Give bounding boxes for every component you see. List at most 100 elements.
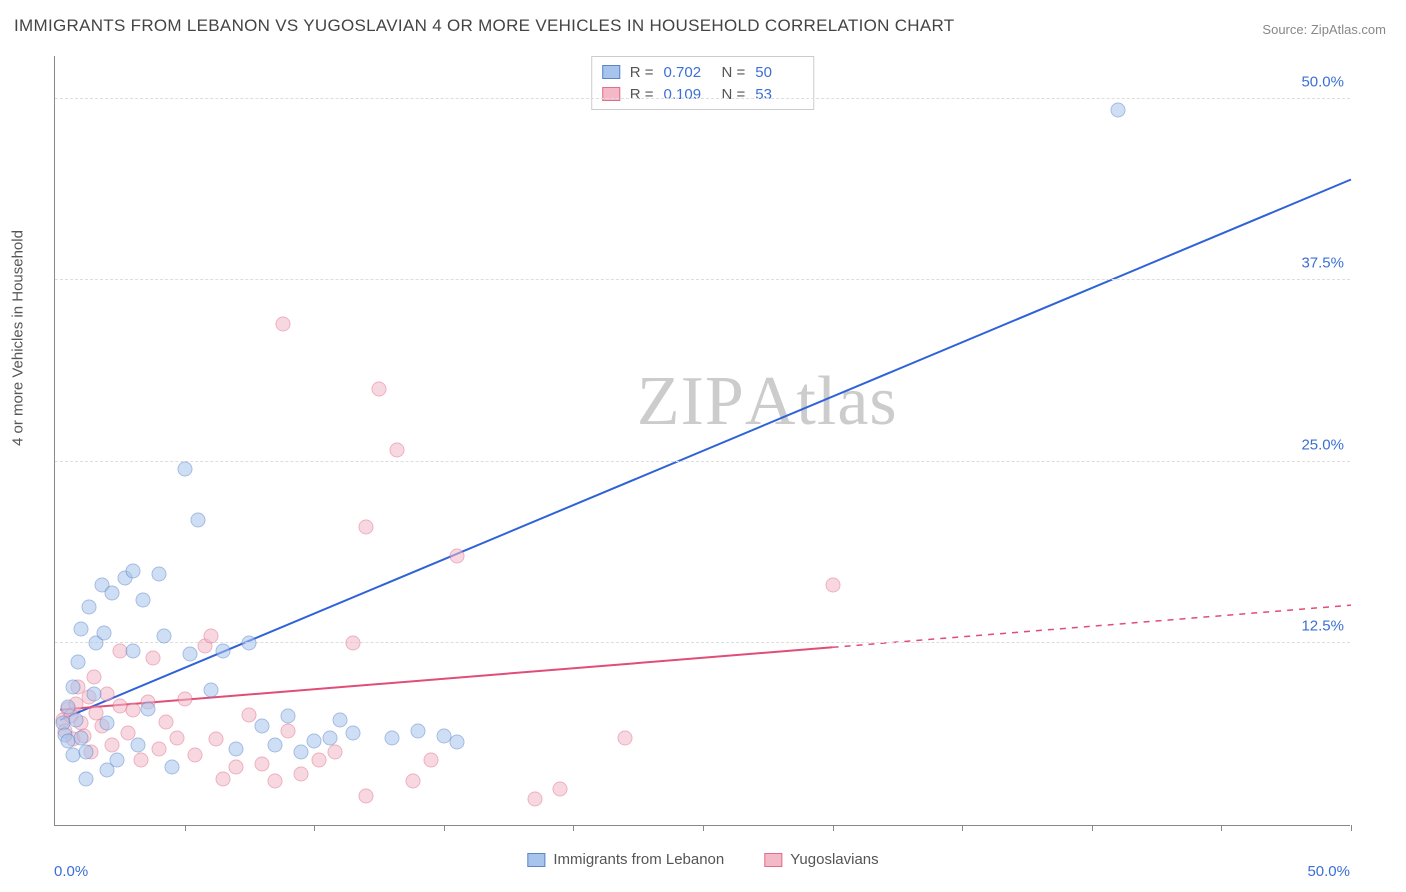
data-point (553, 781, 568, 796)
y-axis-title: 4 or more Vehicles in Household (10, 230, 27, 446)
data-point (86, 687, 101, 702)
data-point (372, 382, 387, 397)
x-tick (962, 825, 963, 831)
data-point (359, 520, 374, 535)
x-tick (185, 825, 186, 831)
data-point (130, 738, 145, 753)
series-legend: Immigrants from Lebanon Yugoslavians (527, 851, 878, 868)
n-label: N = (722, 64, 746, 81)
data-point (99, 762, 114, 777)
gridline (55, 461, 1350, 462)
data-point (79, 745, 94, 760)
data-point (203, 682, 218, 697)
data-point (68, 713, 83, 728)
trend-line (60, 647, 832, 709)
data-point (190, 512, 205, 527)
data-point (527, 791, 542, 806)
data-point (825, 578, 840, 593)
data-point (136, 592, 151, 607)
data-point (99, 716, 114, 731)
x-tick (1092, 825, 1093, 831)
data-point (359, 788, 374, 803)
source-link[interactable]: ZipAtlas.com (1311, 22, 1386, 37)
x-axis-min-label: 0.0% (54, 863, 88, 880)
data-point (405, 774, 420, 789)
data-point (73, 621, 88, 636)
data-point (276, 316, 291, 331)
data-point (242, 707, 257, 722)
data-point (156, 629, 171, 644)
y-tick-label: 25.0% (1301, 436, 1344, 453)
data-point (151, 566, 166, 581)
swatch-lebanon (527, 853, 545, 867)
legend-label-yugoslavian: Yugoslavians (790, 851, 878, 868)
data-point (182, 646, 197, 661)
legend-item-yugoslavian: Yugoslavians (764, 851, 878, 868)
legend-label-lebanon: Immigrants from Lebanon (553, 851, 724, 868)
legend-row-lebanon: R = 0.702 N = 50 (602, 61, 804, 83)
data-point (99, 687, 114, 702)
data-point (105, 585, 120, 600)
data-point (97, 626, 112, 641)
data-point (327, 745, 342, 760)
y-tick-label: 37.5% (1301, 255, 1344, 272)
data-point (79, 771, 94, 786)
x-tick (1351, 825, 1352, 831)
data-point (73, 730, 88, 745)
swatch-yugoslavian (764, 853, 782, 867)
x-tick (444, 825, 445, 831)
r-label: R = (630, 64, 654, 81)
data-point (242, 636, 257, 651)
x-tick (833, 825, 834, 831)
trend-line-extrapolated (833, 605, 1351, 647)
data-point (229, 759, 244, 774)
data-point (151, 742, 166, 757)
data-point (255, 756, 270, 771)
data-point (449, 735, 464, 750)
data-point (71, 655, 86, 670)
data-point (177, 462, 192, 477)
data-point (229, 742, 244, 757)
plot-area: ZIPAtlas R = 0.702 N = 50 R = 0.109 N = … (54, 56, 1350, 826)
data-point (255, 719, 270, 734)
data-point (164, 759, 179, 774)
data-point (177, 691, 192, 706)
x-axis-max-label: 50.0% (1307, 863, 1350, 880)
data-point (146, 650, 161, 665)
data-point (216, 771, 231, 786)
legend-item-lebanon: Immigrants from Lebanon (527, 851, 724, 868)
y-tick-label: 12.5% (1301, 618, 1344, 635)
data-point (216, 643, 231, 658)
data-point (133, 752, 148, 767)
data-point (390, 443, 405, 458)
data-point (169, 730, 184, 745)
legend-row-yugoslavian: R = 0.109 N = 53 (602, 83, 804, 105)
data-point (125, 643, 140, 658)
x-tick (1221, 825, 1222, 831)
source-attribution: Source: ZipAtlas.com (1262, 22, 1386, 37)
data-point (294, 767, 309, 782)
n-label: N = (722, 86, 746, 103)
data-point (294, 745, 309, 760)
swatch-yugoslavian (602, 87, 620, 101)
data-point (618, 730, 633, 745)
data-point (86, 669, 101, 684)
y-tick-label: 50.0% (1301, 73, 1344, 90)
data-point (159, 714, 174, 729)
data-point (105, 738, 120, 753)
gridline (55, 98, 1350, 99)
data-point (268, 774, 283, 789)
n-value-yugoslavian: 53 (755, 86, 803, 103)
data-point (322, 730, 337, 745)
swatch-lebanon (602, 65, 620, 79)
n-value-lebanon: 50 (755, 64, 803, 81)
data-point (66, 679, 81, 694)
data-point (312, 752, 327, 767)
data-point (187, 748, 202, 763)
data-point (307, 733, 322, 748)
data-point (346, 726, 361, 741)
x-tick (314, 825, 315, 831)
source-label: Source: (1262, 22, 1307, 37)
correlation-legend: R = 0.702 N = 50 R = 0.109 N = 53 (591, 56, 815, 110)
r-value-yugoslavian: 0.109 (664, 86, 712, 103)
